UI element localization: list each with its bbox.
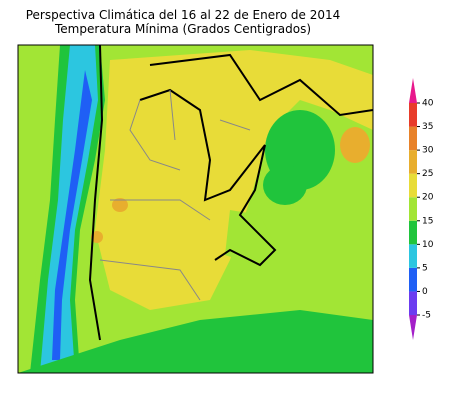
map [18,45,373,373]
colorbar-swatch [409,150,417,174]
colorbar-triangle [409,315,417,340]
colorbar-tick-label: 25 [422,169,433,179]
colorbar-triangle [409,78,417,103]
colorbar-swatch [409,173,417,198]
colorbar-swatch [409,126,417,151]
colorbar-tick-label: 30 [422,146,434,156]
colorbar: -5 0 5 10 15 20 25 30 35 40 [409,78,434,340]
colorbar-tick-label: 15 [422,216,433,226]
map-subtitle: Temperatura Mínima (Grados Centigrados) [54,22,311,36]
colorbar-swatch [409,267,417,292]
colorbar-swatch [409,291,417,315]
colorbar-swatch [409,197,417,221]
colorbar-tick-label: 40 [422,99,434,109]
colorbar-tick-label: 10 [422,240,434,250]
colorbar-tick-label: 20 [422,193,434,203]
map-title: Perspectiva Climática del 16 al 22 de En… [26,8,341,22]
colorbar-swatch [409,103,417,127]
colorbar-swatch [409,220,417,245]
colorbar-tick-label: 35 [422,122,433,132]
colorbar-tick-label: 5 [422,263,428,273]
colorbar-tick-label: -5 [422,311,431,321]
colorbar-tick-label: 0 [422,287,428,297]
colorbar-swatch [409,244,417,268]
